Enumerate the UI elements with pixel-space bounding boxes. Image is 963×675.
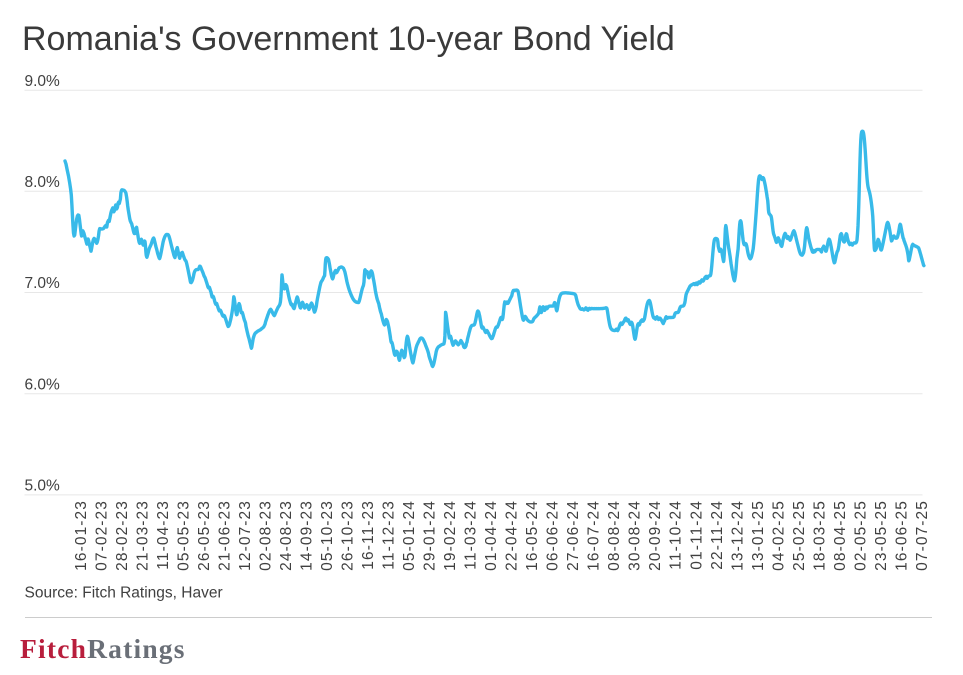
svg-text:19-02-24: 19-02-24 bbox=[442, 500, 459, 571]
svg-text:11-04-23: 11-04-23 bbox=[155, 500, 172, 570]
svg-text:04-02-25: 04-02-25 bbox=[770, 500, 787, 571]
svg-text:08-08-24: 08-08-24 bbox=[606, 500, 623, 571]
svg-text:11-03-24: 11-03-24 bbox=[463, 500, 480, 570]
svg-text:06-06-24: 06-06-24 bbox=[545, 500, 562, 571]
svg-text:02-05-25: 02-05-25 bbox=[852, 500, 869, 571]
svg-text:16-05-24: 16-05-24 bbox=[524, 500, 541, 571]
svg-text:21-06-23: 21-06-23 bbox=[216, 500, 233, 571]
svg-text:8.0%: 8.0% bbox=[25, 174, 61, 191]
svg-text:FitchRatings: FitchRatings bbox=[20, 633, 186, 664]
svg-text:29-01-24: 29-01-24 bbox=[422, 500, 439, 571]
svg-text:5.0%: 5.0% bbox=[25, 477, 61, 494]
svg-text:11-10-24: 11-10-24 bbox=[668, 500, 685, 570]
svg-text:05-05-23: 05-05-23 bbox=[175, 500, 192, 571]
svg-text:22-11-24: 22-11-24 bbox=[709, 500, 726, 570]
svg-text:Source: Fitch Ratings, Haver: Source: Fitch Ratings, Haver bbox=[25, 585, 223, 602]
svg-text:13-01-25: 13-01-25 bbox=[750, 500, 767, 571]
svg-text:30-08-24: 30-08-24 bbox=[627, 500, 644, 571]
svg-text:Romania's Government 10-year B: Romania's Government 10-year Bond Yield bbox=[22, 20, 675, 58]
svg-text:01-11-24: 01-11-24 bbox=[688, 500, 705, 570]
svg-text:28-02-23: 28-02-23 bbox=[114, 500, 131, 571]
svg-text:26-10-23: 26-10-23 bbox=[340, 500, 357, 571]
svg-text:18-03-25: 18-03-25 bbox=[811, 500, 828, 571]
svg-text:05-01-24: 05-01-24 bbox=[401, 500, 418, 571]
svg-text:16-01-23: 16-01-23 bbox=[73, 500, 90, 571]
svg-text:05-10-23: 05-10-23 bbox=[319, 500, 336, 571]
svg-text:12-07-23: 12-07-23 bbox=[237, 500, 254, 571]
svg-text:6.0%: 6.0% bbox=[25, 376, 61, 393]
svg-text:22-04-24: 22-04-24 bbox=[504, 500, 521, 571]
svg-text:08-04-25: 08-04-25 bbox=[832, 500, 849, 571]
svg-text:01-04-24: 01-04-24 bbox=[483, 500, 500, 571]
svg-text:7.0%: 7.0% bbox=[25, 275, 61, 292]
svg-text:07-02-23: 07-02-23 bbox=[93, 500, 110, 571]
svg-text:16-07-24: 16-07-24 bbox=[586, 500, 603, 571]
svg-text:27-06-24: 27-06-24 bbox=[565, 500, 582, 571]
svg-text:20-09-24: 20-09-24 bbox=[647, 500, 664, 571]
svg-text:14-09-23: 14-09-23 bbox=[299, 500, 316, 571]
svg-text:24-08-23: 24-08-23 bbox=[278, 500, 295, 571]
svg-text:23-05-25: 23-05-25 bbox=[873, 500, 890, 571]
svg-text:07-07-25: 07-07-25 bbox=[914, 500, 931, 571]
svg-text:11-12-23: 11-12-23 bbox=[381, 500, 398, 570]
svg-text:16-06-25: 16-06-25 bbox=[893, 500, 910, 571]
svg-text:02-08-23: 02-08-23 bbox=[257, 500, 274, 571]
svg-text:26-05-23: 26-05-23 bbox=[196, 500, 213, 571]
svg-text:21-03-23: 21-03-23 bbox=[134, 500, 151, 571]
svg-text:25-02-25: 25-02-25 bbox=[791, 500, 808, 571]
svg-text:13-12-24: 13-12-24 bbox=[729, 500, 746, 571]
svg-text:9.0%: 9.0% bbox=[25, 73, 61, 90]
svg-text:16-11-23: 16-11-23 bbox=[360, 500, 377, 570]
